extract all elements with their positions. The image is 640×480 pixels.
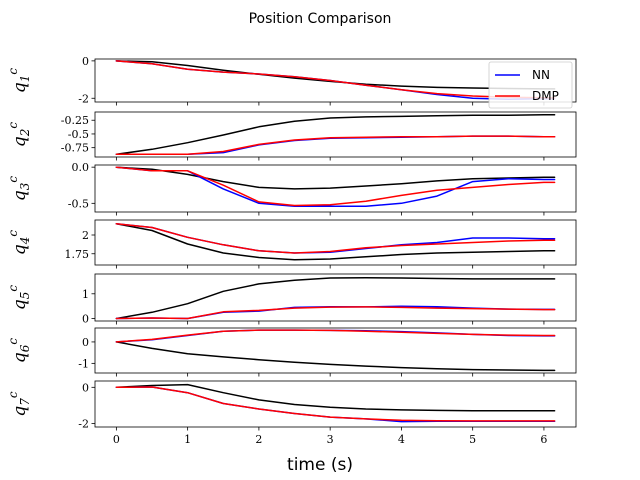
x-tick-label: 0 (113, 433, 120, 446)
series-reference-q7 (115, 383, 556, 412)
y-axis-label-q4: q4c (6, 230, 32, 256)
y-tick-label: 0 (82, 381, 89, 394)
y-axis-label-q7: q7c (6, 391, 32, 417)
y-axis-label-q6: q6c (6, 338, 32, 364)
y-tick-label: -0.75 (61, 142, 89, 155)
y-tick-label: 1.75 (65, 248, 90, 261)
axes-frame (94, 58, 577, 103)
series-dmp-q3 (115, 166, 556, 207)
y-tick-label: -0.25 (61, 114, 89, 127)
series-dmp-q5 (115, 306, 556, 320)
series-dmp-q7 (115, 386, 556, 422)
y-tick-label: -0.5 (68, 128, 89, 141)
figure-title: Position Comparison (249, 11, 392, 27)
x-tick-labels: 0 1 2 3 4 5 6 (113, 433, 548, 446)
y-tick-label: -0.5 (68, 197, 89, 210)
series-reference-q6 (115, 341, 556, 372)
subplot-q5: 1 0 q5c (6, 273, 577, 326)
axes-frame (94, 273, 577, 322)
x-tick-label: 1 (184, 433, 191, 446)
y-tick-label: 1 (82, 288, 89, 301)
subplot-q6: 0 -1 q6c (6, 327, 577, 377)
subplots: 0-2q1c-0.25-0.5-0.75q2c0.0-0.5q3c21.75q4… (6, 55, 577, 431)
legend-dmp-label: DMP (532, 89, 559, 103)
x-tick-label: 4 (398, 433, 405, 446)
x-axis-label: time (s) (287, 455, 353, 475)
series-reference-q5 (115, 276, 556, 320)
series-dmp-q6 (115, 329, 556, 343)
y-tick-label: -2 (78, 92, 89, 105)
y-tick-label: 0 (82, 313, 89, 326)
legend-box (488, 61, 573, 109)
y-tick-label: -2 (78, 417, 89, 430)
series-reference-q2 (115, 113, 556, 156)
axes-frame (94, 111, 577, 158)
axes-frame (94, 164, 577, 213)
series-nn-q2 (115, 135, 556, 156)
axes-frame (94, 327, 577, 374)
y-tick-label: 0 (82, 55, 89, 68)
axes-frame (94, 380, 577, 428)
y-axis-label-q1: q1c (6, 68, 32, 94)
series-reference-q4 (115, 223, 556, 261)
series-dmp-q2 (115, 135, 556, 156)
series-dmp-q4 (115, 223, 556, 254)
subplot-q4: 2 1.75 q4c (6, 219, 577, 269)
y-tick-label: 0 (82, 336, 89, 349)
subplot-q7: 0 -2 q7c (6, 380, 577, 431)
series-reference-q3 (115, 166, 556, 190)
y-axis-label-q3: q3c (6, 176, 32, 202)
y-tick-label: -1 (78, 357, 89, 370)
x-tick-label: 5 (469, 433, 476, 446)
y-tick-label: 2 (82, 229, 89, 242)
legend: NN DMP (488, 61, 573, 109)
x-tick-label: 6 (540, 433, 547, 446)
axes-frame (94, 219, 577, 266)
legend-nn-label: NN (532, 68, 550, 82)
y-tick-label: 0.0 (72, 161, 90, 174)
series-nn-q4 (115, 223, 556, 254)
x-tick-label: 2 (255, 433, 262, 446)
y-axis-label-q2: q2c (6, 122, 32, 148)
series-nn-q5 (115, 305, 556, 320)
subplot-q2: -0.25-0.5-0.75 q2c (6, 111, 577, 161)
x-tick-label: 3 (327, 433, 334, 446)
y-axis-label-q5: q5c (6, 285, 32, 311)
subplot-q3: 0.0 -0.5 q3c (6, 161, 577, 216)
